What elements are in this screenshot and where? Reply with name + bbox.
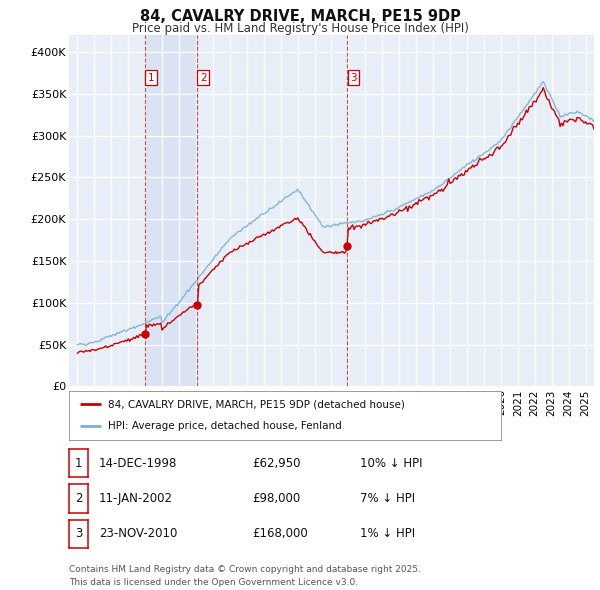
- Text: 11-JAN-2002: 11-JAN-2002: [99, 492, 173, 505]
- Text: 84, CAVALRY DRIVE, MARCH, PE15 9DP: 84, CAVALRY DRIVE, MARCH, PE15 9DP: [140, 9, 460, 24]
- Text: HPI: Average price, detached house, Fenland: HPI: Average price, detached house, Fenl…: [108, 421, 341, 431]
- Text: 1: 1: [148, 73, 155, 83]
- Text: Price paid vs. HM Land Registry's House Price Index (HPI): Price paid vs. HM Land Registry's House …: [131, 22, 469, 35]
- Text: Contains HM Land Registry data © Crown copyright and database right 2025.
This d: Contains HM Land Registry data © Crown c…: [69, 565, 421, 587]
- Text: 3: 3: [350, 73, 357, 83]
- Bar: [145, 35, 197, 386]
- Text: £168,000: £168,000: [252, 527, 308, 540]
- Text: 1: 1: [75, 457, 82, 470]
- Text: 10% ↓ HPI: 10% ↓ HPI: [360, 457, 422, 470]
- Text: 2: 2: [200, 73, 206, 83]
- Text: 1% ↓ HPI: 1% ↓ HPI: [360, 527, 415, 540]
- Text: 84, CAVALRY DRIVE, MARCH, PE15 9DP (detached house): 84, CAVALRY DRIVE, MARCH, PE15 9DP (deta…: [108, 399, 405, 409]
- Text: 2: 2: [75, 492, 82, 505]
- Text: 23-NOV-2010: 23-NOV-2010: [99, 527, 178, 540]
- Text: £98,000: £98,000: [252, 492, 300, 505]
- Text: 7% ↓ HPI: 7% ↓ HPI: [360, 492, 415, 505]
- Text: £62,950: £62,950: [252, 457, 301, 470]
- Text: 14-DEC-1998: 14-DEC-1998: [99, 457, 178, 470]
- Text: 3: 3: [75, 527, 82, 540]
